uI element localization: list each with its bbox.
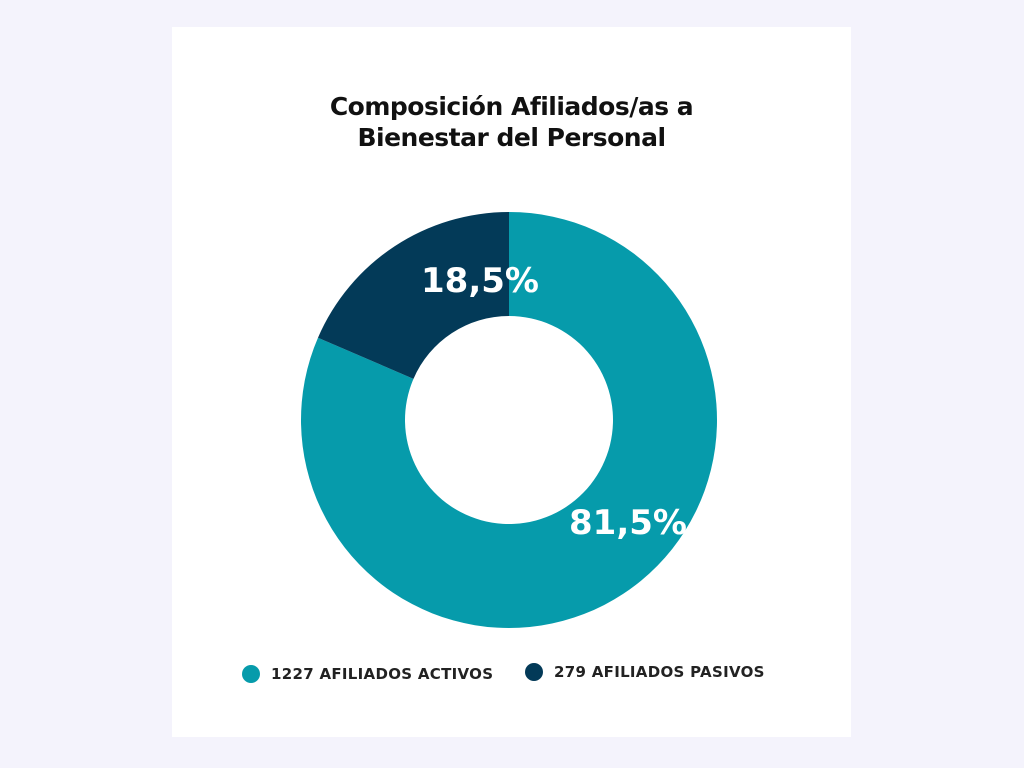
- legend-swatch-pasivos: [525, 663, 543, 681]
- chart-title-line-1: Composición Afiliados/as a: [329, 92, 694, 121]
- donut-slice-activos: [300, 212, 717, 628]
- chart-title-line-2: Bienestar del Personal: [357, 123, 666, 152]
- slice-label-pasivos: 18,5%: [421, 261, 539, 301]
- legend-swatch-activos: [242, 665, 260, 683]
- chart-title: Composición Afiliados/as a Bienestar del…: [172, 91, 851, 153]
- chart-legend: 1227 AFILIADOS ACTIVOS 279 AFILIADOS PAS…: [172, 663, 851, 693]
- donut-slice-pasivos: [317, 212, 509, 379]
- slice-label-activos: 81,5%: [569, 503, 687, 543]
- chart-card: Composición Afiliados/as a Bienestar del…: [172, 27, 851, 737]
- legend-item-pasivos: 279 AFILIADOS PASIVOS: [525, 663, 765, 681]
- legend-item-activos: 1227 AFILIADOS ACTIVOS: [242, 665, 493, 683]
- legend-label-activos: 1227 AFILIADOS ACTIVOS: [271, 665, 494, 683]
- donut-chart: 81,5% 18,5%: [300, 212, 717, 628]
- legend-label-pasivos: 279 AFILIADOS PASIVOS: [554, 663, 765, 681]
